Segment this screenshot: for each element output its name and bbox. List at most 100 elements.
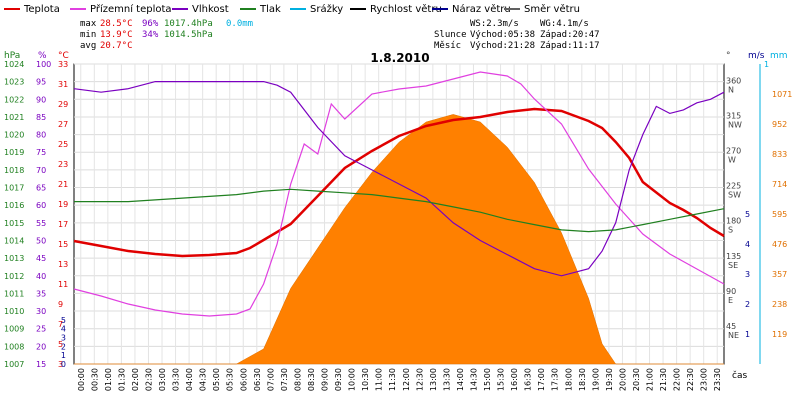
x-tick-label: 06:00 xyxy=(239,368,248,391)
temp-tick-label: 13 xyxy=(58,260,68,269)
temp-tick-label: 15 xyxy=(58,240,68,249)
hpa-tick-label: 1009 xyxy=(4,325,24,334)
humidity-tick-label: 45 xyxy=(36,254,46,263)
x-tick-label: 20:00 xyxy=(618,368,627,391)
x-tick-label: 07:00 xyxy=(266,368,275,391)
stats-max-label: max xyxy=(80,19,97,29)
ms-tick-label: 3 xyxy=(745,270,750,279)
x-tick-label: 00:00 xyxy=(77,368,86,391)
solar-tick-label: 833 xyxy=(772,150,787,159)
hpa-tick-label: 1016 xyxy=(4,201,24,210)
humidity-tick-label: 60 xyxy=(36,201,46,210)
x-tick-label: 08:00 xyxy=(293,368,302,391)
direction-tick-name: SW xyxy=(728,191,741,200)
direction-tick-value: 45 xyxy=(726,322,736,331)
x-tick-label: 21:30 xyxy=(659,368,668,391)
x-tick-label: 17:30 xyxy=(551,368,560,391)
hpa-tick-label: 1011 xyxy=(4,289,24,298)
series-layer xyxy=(73,71,725,317)
stats-block: max min avg 28.5°C 13.9°C 20.7°C 96% 34%… xyxy=(80,19,253,51)
direction-tick-value: 135 xyxy=(726,252,741,261)
humidity-tick-label: 100 xyxy=(36,60,51,69)
humidity-tick-label: 75 xyxy=(36,148,46,157)
hpa-tick-label: 1015 xyxy=(4,219,24,228)
legend-label-prizemni-teplota: Přízemní teplota xyxy=(90,3,172,15)
series-line-2 xyxy=(73,80,725,277)
solar-tick-label: 952 xyxy=(772,120,787,129)
ms-tick-label: 5 xyxy=(745,210,750,219)
axis-unit-degc: °C xyxy=(58,51,69,61)
temp-tick-label: 5 xyxy=(58,340,63,349)
x-tick-label: 02:30 xyxy=(144,368,153,391)
temp-tick-label: 7 xyxy=(58,320,63,329)
legend-label-smer-vetru: Směr větru xyxy=(524,3,580,15)
x-tick-label: 15:30 xyxy=(497,368,506,391)
x-tick-label: 18:00 xyxy=(564,368,573,391)
hpa-tick-label: 1023 xyxy=(4,78,24,87)
hpa-tick-label: 1019 xyxy=(4,148,24,157)
temp-tick-label: 9 xyxy=(58,300,63,309)
left-speed-tick-label: 1 xyxy=(61,351,66,360)
x-tick-label: 00:30 xyxy=(90,368,99,391)
axis-unit-mm: mm xyxy=(770,51,788,61)
stats-max-hum: 96% xyxy=(142,19,159,29)
temp-tick-label: 11 xyxy=(58,280,68,289)
left-speed-tick-label: 0 xyxy=(61,360,66,369)
x-tick-label: 05:30 xyxy=(226,368,235,391)
x-tick-label: 12:00 xyxy=(402,368,411,391)
x-tick-label: 16:30 xyxy=(524,368,533,391)
series-line-1 xyxy=(73,71,725,317)
left-speed-tick-label: 5 xyxy=(61,316,66,325)
x-tick-label: 03:30 xyxy=(172,368,181,391)
solar-tick-label: 714 xyxy=(772,180,787,189)
humidity-tick-label: 55 xyxy=(36,219,46,228)
direction-tick-value: 315 xyxy=(726,112,741,121)
chart-title: 1.8.2010 xyxy=(370,51,429,65)
humidity-tick-label: 15 xyxy=(36,360,46,369)
solar-tick-label: 119 xyxy=(772,330,787,339)
stats-min-press: 1014.5hPa xyxy=(164,30,213,40)
x-tick-label: 13:30 xyxy=(442,368,451,391)
temp-tick-label: 19 xyxy=(58,200,68,209)
x-tick-label: 05:00 xyxy=(212,368,221,391)
temp-tick-label: 25 xyxy=(58,140,68,149)
direction-tick-value: 225 xyxy=(726,182,741,191)
direction-tick-value: 180 xyxy=(726,217,741,226)
direction-tick-value: 360 xyxy=(726,76,741,85)
humidity-tick-label: 90 xyxy=(36,95,46,104)
x-tick-label: 09:00 xyxy=(321,368,330,391)
sunset-info: Západ:20:47 xyxy=(540,30,600,40)
direction-tick-name: E xyxy=(728,296,733,305)
legend-label-vlhkost: Vlhkost xyxy=(192,4,229,15)
humidity-tick-label: 25 xyxy=(36,325,46,334)
moon-label: Měsíc xyxy=(434,41,461,51)
stats-min-label: min xyxy=(80,30,96,40)
x-tick-label: 10:30 xyxy=(361,368,370,391)
direction-tick-name: NE xyxy=(728,331,739,340)
legend-label-tlak: Tlak xyxy=(259,4,281,15)
x-tick-label: 02:00 xyxy=(131,368,140,391)
x-tick-label: 22:00 xyxy=(673,368,682,391)
ms-tick-label: 2 xyxy=(745,300,750,309)
legend-label-rychlost-vetru: Rychlost větru xyxy=(370,3,442,15)
axis-unit-hpa: hPa xyxy=(4,51,20,61)
hpa-tick-label: 1024 xyxy=(4,60,24,69)
axis-unit-deg: ° xyxy=(726,51,731,61)
left-speed-tick-label: 4 xyxy=(61,325,66,334)
hpa-tick-label: 1007 xyxy=(4,360,24,369)
x-tick-label: 19:00 xyxy=(591,368,600,391)
wind-gust-info: WG:4.1m/s xyxy=(540,19,589,29)
x-tick-label: 22:30 xyxy=(686,368,695,391)
wind-speed-info: WS:2.3m/s xyxy=(470,19,519,29)
humidity-tick-label: 40 xyxy=(36,272,46,281)
sun-label: Slunce xyxy=(434,30,467,40)
x-tick-label: 11:00 xyxy=(375,368,384,391)
hpa-tick-label: 1021 xyxy=(4,113,24,122)
solar-tick-label: 476 xyxy=(772,240,787,249)
direction-tick-value: 270 xyxy=(726,147,741,156)
x-tick-label: 04:00 xyxy=(185,368,194,391)
x-tick-label: 14:30 xyxy=(469,368,478,391)
